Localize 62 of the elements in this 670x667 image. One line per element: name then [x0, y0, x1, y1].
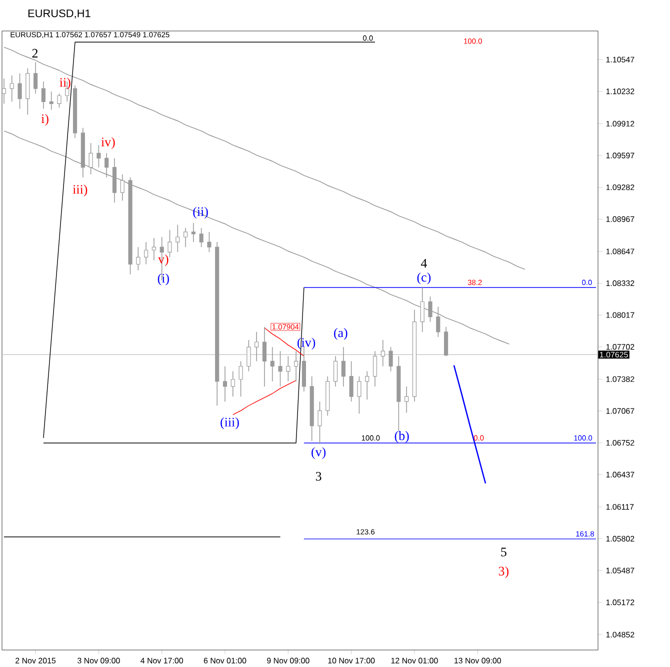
candlestick [404, 386, 409, 414]
annotation: iii) [72, 184, 88, 197]
candlestick [341, 346, 346, 387]
candlestick [57, 93, 62, 108]
candlestick [286, 356, 290, 382]
candlestick [222, 366, 228, 402]
annotation: v) [158, 254, 168, 266]
candlestick [270, 346, 274, 382]
annotation: (v) [312, 447, 326, 460]
annotation: 2 [32, 49, 38, 58]
candlestick [318, 401, 322, 445]
annotation: (b) [394, 431, 409, 443]
candlestick [349, 360, 354, 402]
candlestick [199, 228, 204, 248]
candlestick [444, 326, 448, 357]
candlestick [152, 238, 156, 261]
annotation: (a) [334, 328, 348, 340]
candlestick [388, 346, 393, 372]
candlestick [2, 78, 6, 104]
candlestick [144, 242, 148, 265]
candlestick [238, 360, 243, 398]
candlestick [104, 152, 109, 178]
chart-title: EURUSD,H1 [28, 10, 90, 19]
candlestick [294, 350, 298, 382]
annotation: i) [41, 114, 48, 126]
annotation: 3) [498, 566, 508, 578]
candlestick [365, 371, 370, 400]
candlestick [184, 228, 188, 248]
candlestick [191, 222, 196, 243]
candlestick [428, 296, 432, 322]
candlestick [18, 73, 22, 110]
annotation: (i) [158, 274, 169, 286]
candlestick [49, 91, 54, 110]
candlestick [380, 340, 385, 367]
annotation: (iii) [220, 418, 239, 430]
candlestick [278, 350, 282, 387]
candlestick [88, 142, 93, 175]
annotation: (c) [417, 272, 431, 284]
candlestick [262, 326, 267, 387]
candlestick [230, 371, 235, 398]
candlestick [207, 232, 212, 253]
candlestick [176, 224, 180, 253]
annotation: 5 [501, 548, 506, 556]
candlestick [246, 340, 251, 372]
annotation: iv) [101, 137, 115, 150]
annotation: 3 [316, 472, 322, 481]
candlestick [436, 306, 440, 338]
annotation: (ii) [193, 207, 208, 219]
candlestick [41, 81, 46, 110]
candlestick [420, 287, 424, 332]
candlestick [96, 144, 101, 168]
candlestick [357, 376, 362, 414]
annotation: ii) [60, 78, 70, 90]
candlestick [120, 174, 124, 202]
candlestick [372, 350, 378, 387]
candlestick [136, 246, 140, 271]
candlestick [254, 332, 259, 362]
candlestick [333, 356, 338, 387]
candlestick [34, 62, 38, 94]
annotation: 4 [420, 259, 427, 268]
candlestick [10, 75, 14, 102]
candlestick [168, 230, 172, 258]
